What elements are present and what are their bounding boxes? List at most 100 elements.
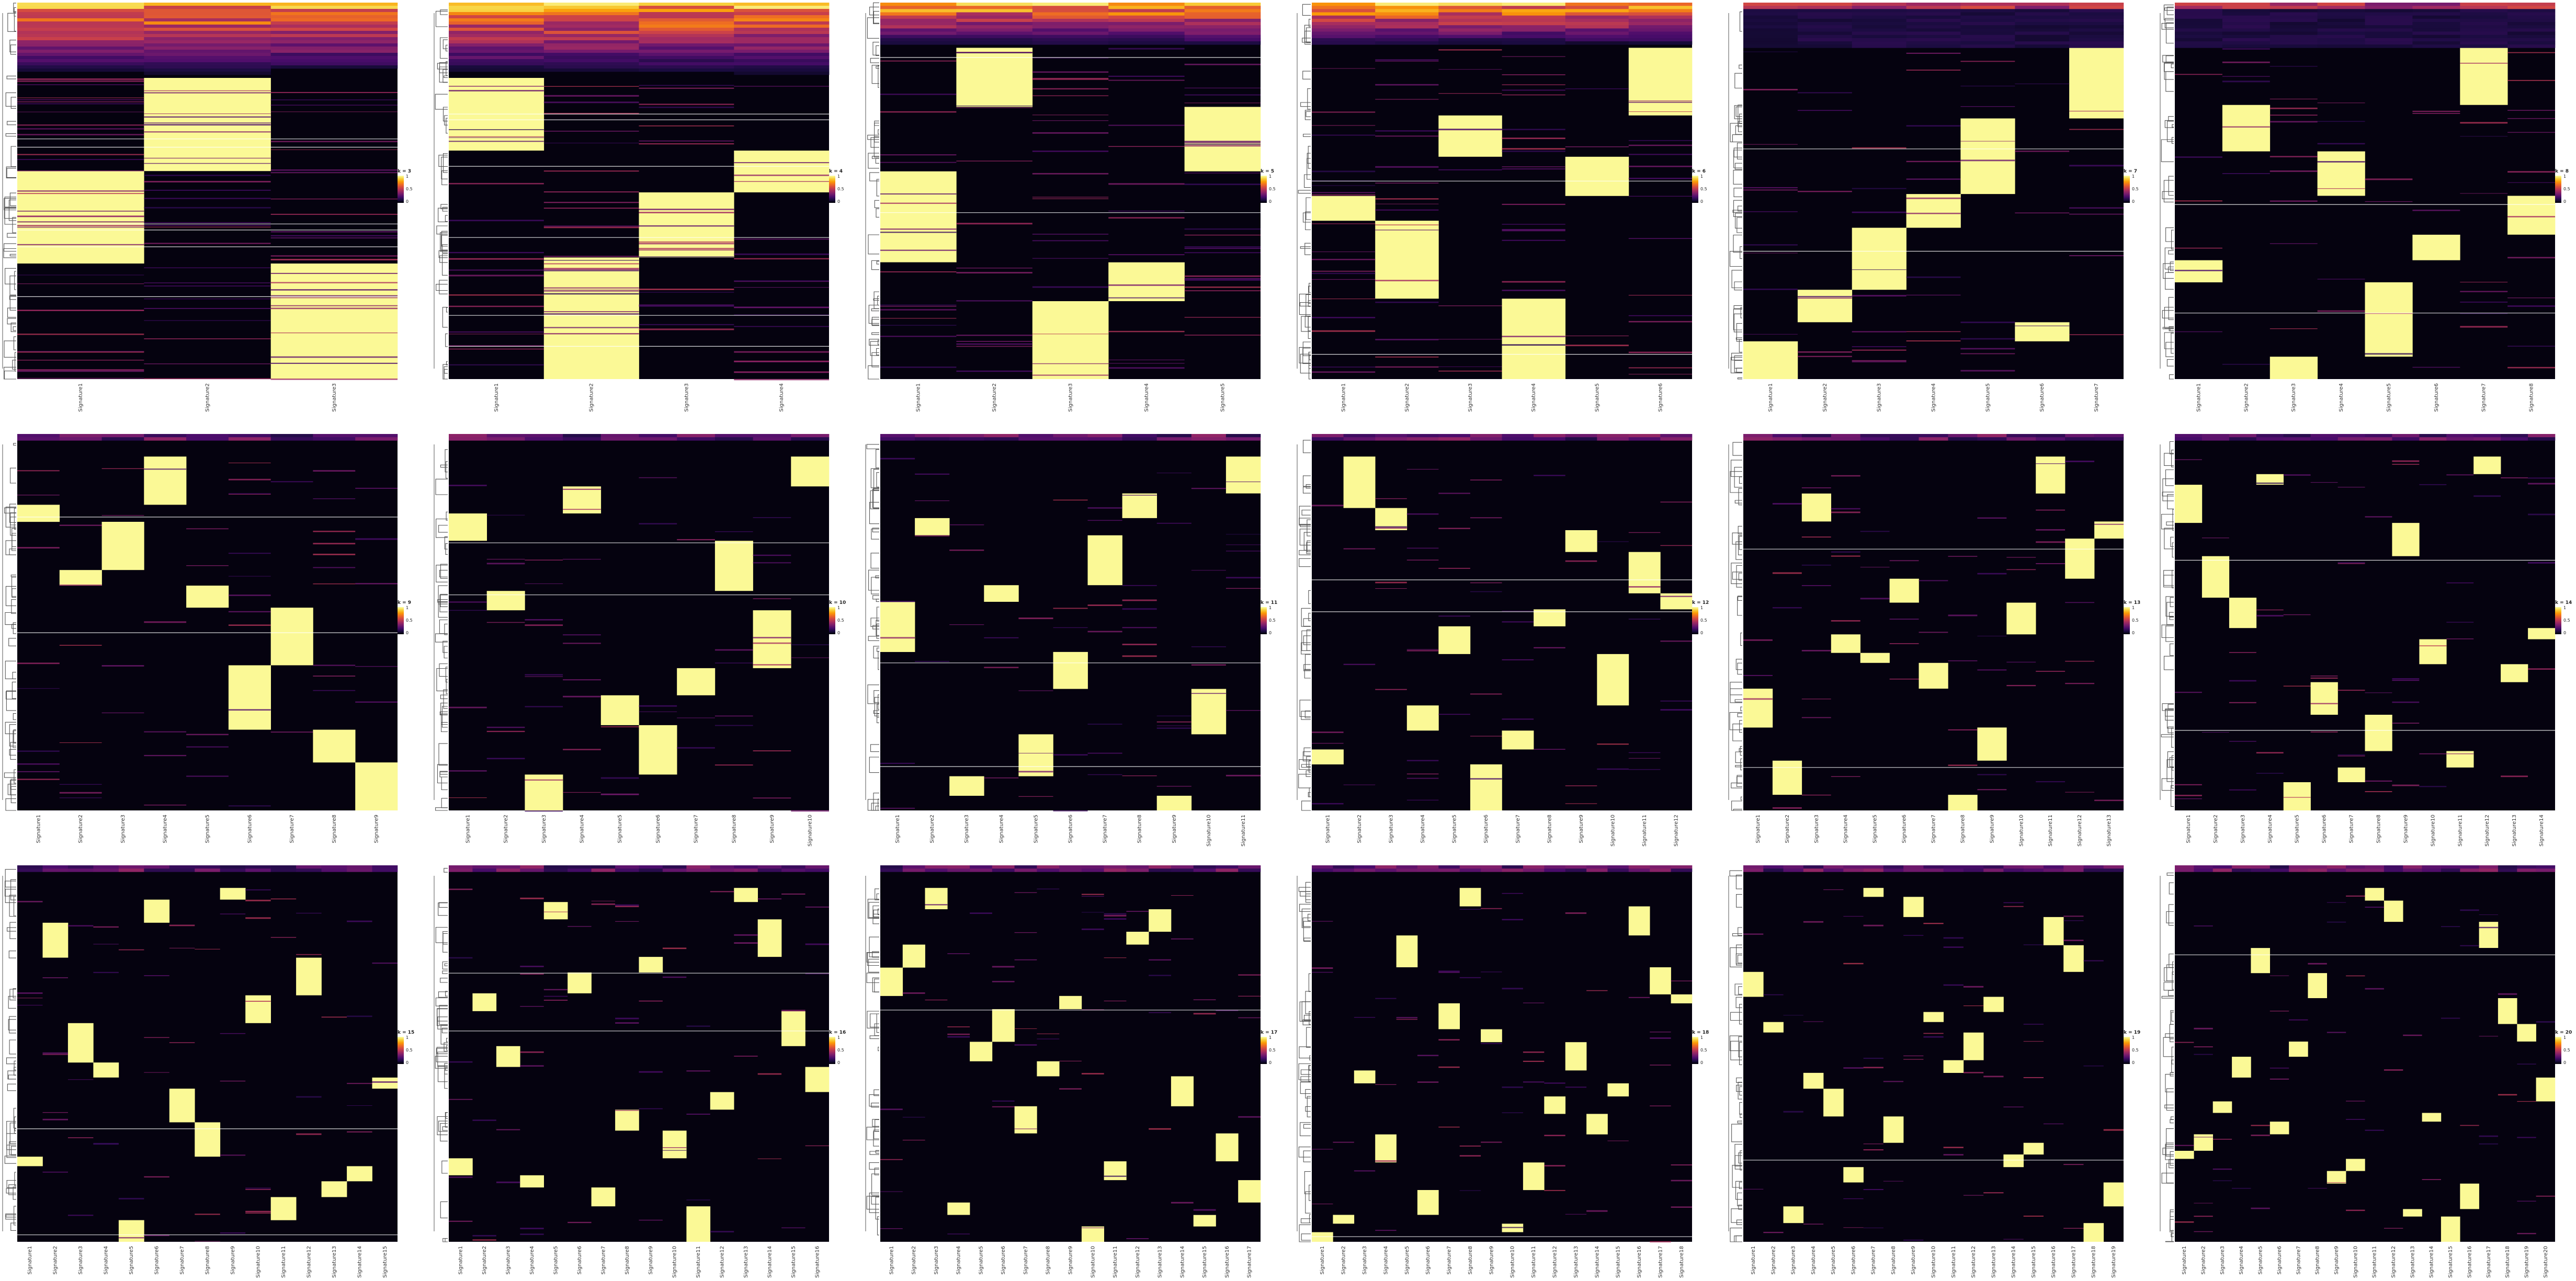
mixed-cell — [17, 37, 144, 41]
mixed-cell — [1852, 41, 1907, 45]
column-label-signature11: Signature11 — [2372, 1246, 2378, 1278]
streak — [1660, 596, 1692, 597]
mixed-cell — [2317, 15, 2365, 19]
streak — [591, 903, 615, 905]
mixed-cell — [1743, 15, 1798, 19]
column-label-signature9: Signature9 — [1579, 815, 1584, 843]
mixed-cell — [1438, 865, 1460, 869]
mixed-cell — [902, 865, 925, 869]
column-label-signature13: Signature13 — [332, 1246, 337, 1278]
mixed-cell — [1960, 6, 2015, 9]
colorbar-legend: k = 310.50 — [398, 169, 413, 204]
streak — [1797, 191, 1852, 192]
dendrogram-branch — [1729, 251, 1742, 267]
signature-blocks — [449, 78, 830, 379]
streak — [169, 924, 195, 927]
dendrogram-branch — [868, 234, 879, 255]
signature-block-high — [1171, 1076, 1194, 1106]
dendrogram-branch — [12, 681, 16, 699]
mixed-cell — [1184, 31, 1261, 35]
streak — [17, 779, 60, 780]
signature-block-high — [970, 1042, 993, 1061]
streak — [2065, 792, 2095, 793]
streak — [1193, 999, 1216, 1000]
mixed-cell — [880, 22, 957, 26]
mixed-cell — [956, 6, 1033, 9]
mixed-cell — [734, 868, 758, 872]
mixed-cell — [639, 62, 734, 66]
column-label-signature14: Signature14 — [2539, 815, 2545, 847]
column-label-signature9: Signature9 — [1068, 1246, 1074, 1275]
colorbar — [398, 176, 404, 203]
mixed-cell — [228, 437, 271, 441]
mixed-cell — [734, 12, 830, 16]
streak — [956, 343, 1032, 345]
mixed-cell — [1628, 865, 1650, 869]
streak — [1628, 321, 1692, 323]
mixed-cell — [42, 868, 69, 872]
streak — [195, 1214, 220, 1215]
mixed-samples — [2175, 3, 2556, 48]
signature-block-high — [59, 570, 102, 586]
dendrogram-branch — [12, 528, 16, 551]
mixed-cell — [2069, 15, 2124, 19]
streak — [1354, 1017, 1376, 1018]
mixed-cell — [2023, 865, 2044, 869]
colorbar-tick-label: 0 — [837, 631, 840, 635]
streak — [144, 621, 187, 623]
row-dendrogram — [2, 443, 16, 811]
streak — [714, 764, 753, 766]
streak — [1375, 527, 1407, 529]
dendrogram-branch — [7, 1083, 16, 1091]
row-dendrogram — [1728, 442, 1742, 811]
streak — [270, 255, 398, 257]
streak — [1470, 591, 1502, 592]
streak — [1502, 1227, 1523, 1228]
streak — [2069, 255, 2124, 256]
dendrogram-branch — [1730, 1012, 1742, 1021]
streak — [600, 777, 639, 779]
row-separators — [880, 662, 1261, 767]
mixed-cell — [1831, 437, 1860, 441]
streak — [639, 292, 734, 293]
streak — [525, 559, 563, 561]
dendrogram-branch — [442, 1238, 448, 1242]
dendrogram-branch — [1732, 210, 1742, 213]
streak — [880, 154, 957, 156]
mixed-cell — [568, 865, 592, 869]
dendrogram-branch — [1306, 1027, 1311, 1048]
streak — [1906, 340, 1961, 341]
mixed-cell — [2103, 868, 2124, 872]
mixed-cell — [2036, 434, 2066, 438]
dendrogram-branch — [11, 577, 16, 597]
streak — [1312, 967, 1333, 969]
streak — [1375, 498, 1407, 499]
streak — [2175, 692, 2202, 693]
mixed-cell — [144, 68, 271, 72]
dendrogram-branch — [442, 1126, 448, 1131]
dendrogram-branch — [1738, 1082, 1742, 1100]
streak — [543, 191, 639, 193]
column-label-signature11: Signature11 — [1241, 815, 1246, 847]
dendrogram-branch — [876, 1013, 879, 1033]
signature-block-high — [1923, 1012, 1944, 1022]
dendrogram-branch — [1740, 633, 1742, 646]
low-value-streaks — [17, 889, 398, 1242]
streak — [1919, 632, 1948, 633]
mixed-cell — [2317, 41, 2365, 45]
dendrogram-branch — [439, 619, 448, 634]
streak — [2528, 483, 2555, 485]
column-label-signature8: Signature8 — [332, 815, 337, 843]
dendrogram-branch — [1738, 1205, 1742, 1210]
streak — [449, 888, 473, 890]
streak — [1863, 1143, 1883, 1145]
streak — [947, 1036, 970, 1038]
streak — [1122, 585, 1157, 586]
column-label-signature3: Signature3 — [1877, 383, 1882, 412]
mixed-cell — [639, 68, 734, 72]
legend-title: k = 4 — [829, 169, 843, 174]
dendrogram-branch — [872, 1119, 879, 1127]
column-label-signature4: Signature4 — [1843, 815, 1849, 843]
streak — [144, 378, 271, 380]
